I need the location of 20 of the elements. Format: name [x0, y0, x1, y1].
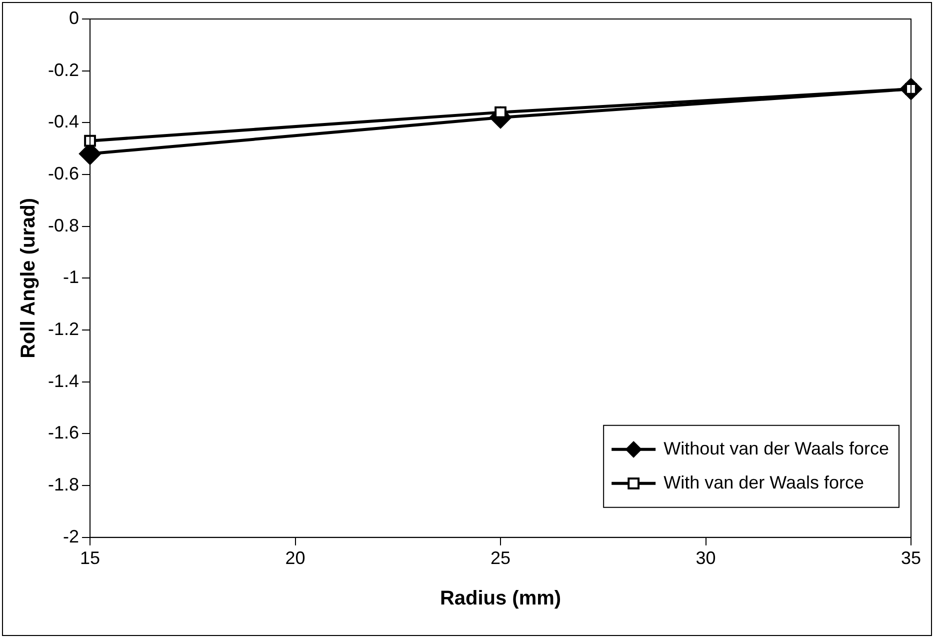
x-axis-title: Radius (mm): [440, 588, 562, 610]
y-tick-label: -1.6: [48, 422, 80, 443]
y-tick-label: -0.8: [48, 215, 80, 236]
y-tick-label: -1.8: [48, 474, 80, 495]
y-tick-label: -2: [63, 526, 80, 546]
y-tick-label: -0.4: [48, 112, 80, 132]
y-axis-title: Roll Angle (urad): [18, 198, 40, 358]
y-tick-label: -0.6: [48, 163, 80, 184]
y-tick-label: -1: [63, 267, 80, 288]
x-tick-label: 30: [696, 548, 716, 568]
y-tick-label: -1.4: [48, 370, 80, 391]
x-tick-label: 35: [900, 548, 922, 568]
y-tick-label: -0.2: [48, 60, 80, 80]
y-tick-label: -1.2: [48, 319, 80, 340]
y-tick-label: 0: [69, 8, 80, 28]
x-tick-label: 15: [80, 548, 100, 568]
legend-label: Without van der Waals force: [664, 438, 889, 458]
legend-label: With van der Waals force: [664, 472, 864, 492]
x-tick-label: 20: [285, 548, 306, 568]
x-tick-label: 25: [490, 548, 511, 568]
